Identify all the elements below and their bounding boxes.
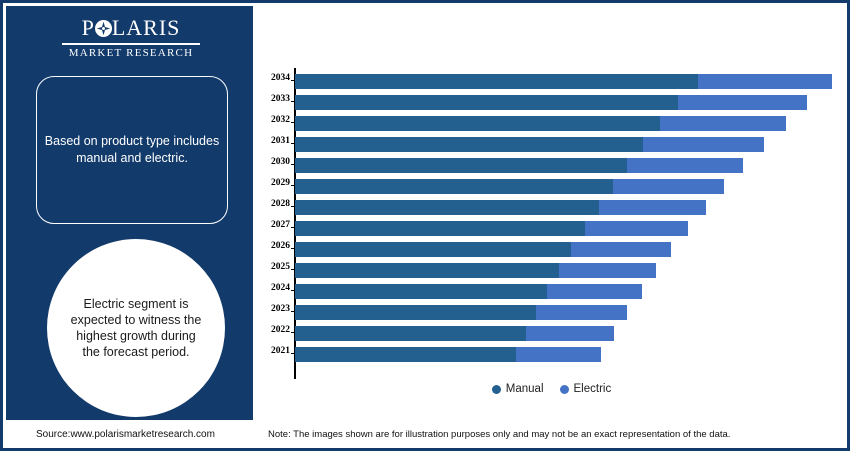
header-banner: Wheelbarrow Market By Product Type Analy… [253, 6, 847, 65]
y-axis-tick-mark [291, 248, 294, 249]
logo-letters-laris: LARIS [111, 15, 181, 40]
logo-letter-p: P [81, 15, 95, 40]
bar-segment-electric[interactable] [516, 347, 601, 362]
bar-segment-electric[interactable] [698, 74, 832, 89]
footer-bar: Source:www.polarismarketresearch.com Not… [6, 420, 847, 448]
bar-row: 2032 [253, 112, 847, 133]
logo-divider [62, 43, 200, 45]
y-axis-tick-label: 2021 [271, 346, 290, 356]
bar-row: 2030 [253, 154, 847, 175]
legend-label-manual: Manual [505, 383, 544, 395]
callout-circle-text: Electric segment is expected to witness … [70, 296, 202, 360]
bar-segment-manual[interactable] [295, 263, 559, 278]
bar-segment-manual[interactable] [295, 179, 613, 194]
y-axis-tick-label: 2026 [271, 241, 290, 251]
bar-segment-electric[interactable] [536, 305, 627, 320]
bar-row: 2029 [253, 175, 847, 196]
bar-segment-manual[interactable] [295, 305, 536, 320]
bar-segment-electric[interactable] [547, 284, 642, 299]
y-axis-tick-mark [291, 206, 294, 207]
y-axis-line [294, 68, 296, 379]
bar-segment-manual[interactable] [295, 347, 516, 362]
legend-swatch-manual-icon [491, 384, 501, 394]
compass-star-icon [94, 19, 112, 37]
bar-row: 2027 [253, 217, 847, 238]
bar-segment-electric[interactable] [599, 200, 706, 215]
bar-segment-electric[interactable] [613, 179, 724, 194]
y-axis-tick-label: 2031 [271, 136, 290, 146]
y-axis-tick-mark [291, 332, 294, 333]
bar-segment-manual[interactable] [295, 326, 526, 341]
bar-segment-manual[interactable] [295, 95, 678, 110]
y-axis-tick-mark [291, 143, 294, 144]
bar-segment-manual[interactable] [295, 284, 547, 299]
legend-item-manual[interactable]: Manual [491, 383, 544, 395]
y-axis-tick-label: 2027 [271, 220, 290, 230]
y-axis-tick-label: 2023 [271, 304, 290, 314]
bar-row: 2031 [253, 133, 847, 154]
bar-segment-manual[interactable] [295, 221, 585, 236]
bar-segment-manual[interactable] [295, 242, 571, 257]
y-axis-tick-label: 2025 [271, 262, 290, 272]
footer-note: Note: The images shown are for illustrat… [268, 429, 731, 440]
bar-segment-electric[interactable] [678, 95, 807, 110]
chart-area: 2034 2033 2032 2031 2030 2029 2028 2027 2026 2025… [253, 65, 847, 420]
y-axis-tick-mark [291, 164, 294, 165]
bar-segment-electric[interactable] [559, 263, 656, 278]
bar-segment-electric[interactable] [627, 158, 743, 173]
bar-segment-electric[interactable] [660, 116, 786, 131]
y-axis-tick-label: 2033 [271, 94, 290, 104]
chart-legend: Manual Electric [253, 383, 847, 395]
y-axis-tick-label: 2022 [271, 325, 290, 335]
y-axis-tick-label: 2029 [271, 178, 290, 188]
bar-segment-manual[interactable] [295, 116, 660, 131]
y-axis-tick-label: 2024 [271, 283, 290, 293]
logo-tagline: MARKET RESEARCH [68, 46, 194, 59]
bar-segment-electric[interactable] [585, 221, 688, 236]
callout-circle-electric-growth: Electric segment is expected to witness … [47, 239, 225, 417]
bar-segment-manual[interactable] [295, 137, 643, 152]
y-axis-tick-mark [291, 353, 294, 354]
bar-segment-electric[interactable] [571, 242, 671, 257]
y-axis-tick-label: 2034 [271, 73, 290, 83]
callout-box-text: Based on product type includes manual an… [44, 134, 220, 165]
legend-label-electric: Electric [573, 383, 612, 395]
bar-rows: 2034 2033 2032 2031 2030 2029 2028 2027 2026 2025… [253, 65, 847, 377]
bar-segment-electric[interactable] [526, 326, 614, 341]
brand-logo: P LARIS MARKET RESEARCH [61, 15, 201, 59]
bar-segment-electric[interactable] [643, 137, 764, 152]
y-axis-tick-mark [291, 80, 294, 81]
callout-box-product-type: Based on product type includes manual an… [36, 76, 228, 224]
page-subtitle: By Product Type Analysis 2021 - 2034 (US… [267, 39, 579, 54]
bar-row: 2034 [253, 70, 847, 91]
bar-row: 2022 [253, 322, 847, 343]
y-axis-tick-label: 2032 [271, 115, 290, 125]
left-panel: P LARIS MARKET RESEARCH Based on product … [6, 6, 253, 448]
y-axis-tick-label: 2030 [271, 157, 290, 167]
y-axis-tick-mark [291, 101, 294, 102]
y-axis-tick-label: 2028 [271, 199, 290, 209]
y-axis-tick-mark [291, 185, 294, 186]
bar-row: 2026 [253, 238, 847, 259]
page-title: Wheelbarrow Market [267, 12, 436, 31]
bar-segment-manual[interactable] [295, 158, 627, 173]
y-axis-tick-mark [291, 311, 294, 312]
y-axis-tick-mark [291, 269, 294, 270]
y-axis-tick-mark [291, 227, 294, 228]
bar-row: 2021 [253, 343, 847, 364]
bar-segment-manual[interactable] [295, 200, 599, 215]
bar-row: 2033 [253, 91, 847, 112]
legend-swatch-electric-icon [559, 384, 569, 394]
bar-row: 2024 [253, 280, 847, 301]
legend-item-electric[interactable]: Electric [559, 383, 612, 395]
bar-row: 2028 [253, 196, 847, 217]
y-axis-tick-mark [291, 290, 294, 291]
logo-wordmark: P LARIS [61, 15, 201, 41]
bar-segment-manual[interactable] [295, 74, 698, 89]
y-axis-tick-mark [291, 122, 294, 123]
bar-row: 2025 [253, 259, 847, 280]
footer-source: Source:www.polarismarketresearch.com [36, 429, 215, 440]
bar-row: 2023 [253, 301, 847, 322]
